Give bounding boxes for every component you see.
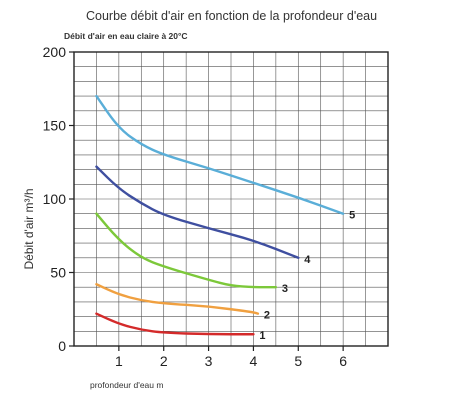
series-label-4: 4	[304, 254, 311, 266]
x-tick-label: 4	[250, 353, 258, 369]
x-tick-label: 5	[294, 353, 302, 369]
y-tick-label: 150	[43, 118, 67, 134]
y-axis-label: Débit d'air m³/h	[22, 189, 36, 270]
y-tick-label: 50	[50, 265, 66, 281]
y-tick-label: 0	[58, 338, 66, 354]
series-line-4	[95, 165, 300, 259]
series-label-2: 2	[264, 310, 270, 322]
series-line-5	[95, 94, 345, 215]
series-label-3: 3	[282, 283, 288, 295]
y-tick-label: 100	[43, 191, 67, 207]
x-tick-label: 2	[160, 353, 168, 369]
series-label-1: 1	[259, 330, 265, 342]
chart-title: Courbe débit d'air en fonction de la pro…	[86, 9, 378, 23]
series-line-2	[95, 283, 260, 315]
y-tick-label: 200	[43, 44, 67, 60]
x-tick-label: 3	[205, 353, 213, 369]
x-tick-label: 1	[115, 353, 123, 369]
series-line-3	[95, 212, 278, 289]
chart-subtitle: Débit d'air en eau claire à 20°C	[64, 31, 188, 41]
x-axis-label: profondeur d'eau m	[90, 380, 164, 390]
series-label-5: 5	[349, 210, 355, 222]
x-tick-label: 6	[339, 353, 347, 369]
series-line-1	[95, 312, 255, 336]
